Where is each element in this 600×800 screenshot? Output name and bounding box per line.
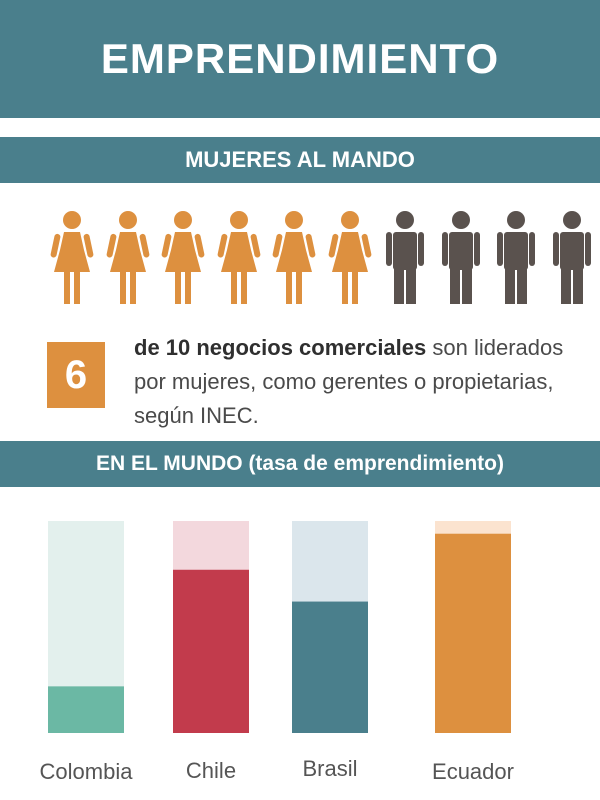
man-icon [494,210,538,306]
man-icon [439,210,483,306]
woman-icon [328,210,372,306]
bar-ecuador [435,533,511,733]
header-banner: EMPRENDIMIENTO [0,0,600,118]
woman-icon [50,210,94,306]
man-icon [550,210,594,306]
woman-icon [106,210,150,306]
description-rest: son liderados por mujeres, como gerentes… [134,335,564,428]
category-label: Colombia [40,759,134,784]
page-title: EMPRENDIMIENTO [100,35,500,82]
woman-icon [217,210,261,306]
category-label: Ecuador [432,759,514,784]
bar-brasil [292,601,368,733]
woman-icon [272,210,316,306]
number-badge: 6 [47,342,105,408]
bar-chart: Colombia Chile Brasil Ecuador [40,521,514,784]
women-description: de 10 negocios comerciales son liderados… [134,331,574,433]
woman-icon [161,210,205,306]
category-label: Brasil [302,756,357,781]
people-icons-row [50,210,591,310]
description-bold: de 10 negocios comerciales [134,335,427,360]
category-label: Chile [186,758,236,783]
bar-chile [173,569,249,733]
section-title-women: MUJERES AL MANDO [0,137,600,183]
man-icon [383,210,427,306]
section-title-world: EN EL MUNDO (tasa de emprendimiento) [0,441,600,487]
bar-colombia [48,686,124,733]
